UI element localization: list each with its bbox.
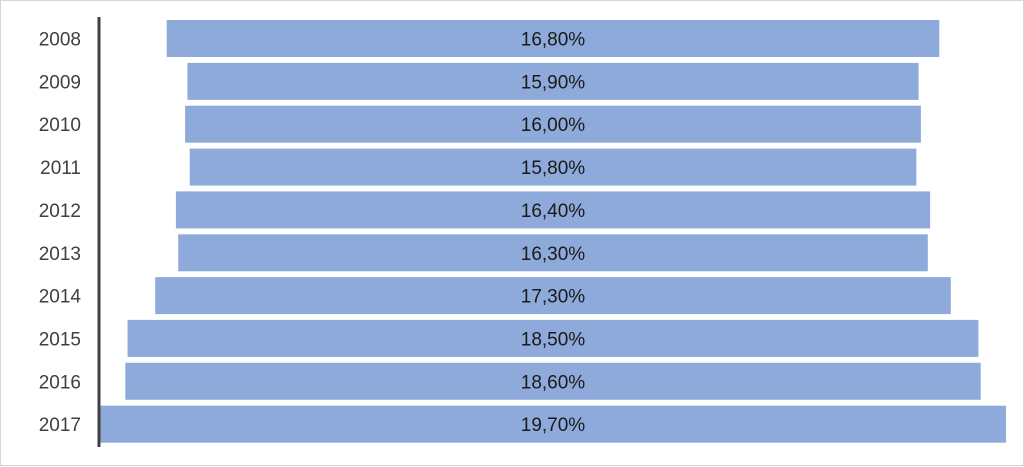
value-label-2008: 16,80%	[521, 30, 586, 51]
value-label-2012: 16,40%	[521, 201, 586, 222]
bar-2011	[189, 148, 917, 186]
value-label-2015: 18,50%	[521, 329, 586, 350]
bar-2009	[187, 62, 919, 100]
category-label-2015: 2015	[39, 329, 81, 350]
value-label-2010: 16,00%	[521, 115, 586, 136]
bar-2013	[178, 234, 928, 272]
bar-2008	[166, 20, 940, 57]
value-label-2017: 19,70%	[521, 415, 586, 436]
category-label-2016: 2016	[39, 372, 81, 393]
value-label-2009: 15,90%	[521, 72, 586, 93]
category-label-2010: 2010	[39, 115, 81, 136]
category-label-2008: 2008	[39, 30, 81, 51]
value-label-2011: 15,80%	[521, 158, 586, 179]
bar-2012	[175, 191, 931, 229]
category-label-2017: 2017	[39, 415, 81, 436]
bar-2010	[185, 105, 921, 143]
bar-2016	[125, 362, 981, 400]
value-labels: 16,80% 15,90% 16,00% 15,80% 16,40% 16,30% 17,3…	[521, 30, 586, 437]
bars-layer	[100, 20, 1006, 443]
value-label-2013: 16,30%	[521, 244, 586, 265]
category-label-2009: 2009	[39, 72, 81, 93]
value-label-2016: 18,60%	[521, 372, 586, 393]
category-label-2014: 2014	[39, 287, 82, 308]
bar-2017	[100, 405, 1006, 443]
bar-2015	[127, 319, 979, 357]
category-label-2012: 2012	[39, 201, 81, 222]
category-label-2013: 2013	[39, 244, 81, 265]
category-labels: 2008 2009 2010 2011 2012 2013 2014 2015 2016 2017	[39, 30, 82, 437]
value-label-2014: 17,30%	[521, 287, 586, 308]
category-label-2011: 2011	[40, 158, 81, 179]
bar-2014	[155, 277, 951, 315]
